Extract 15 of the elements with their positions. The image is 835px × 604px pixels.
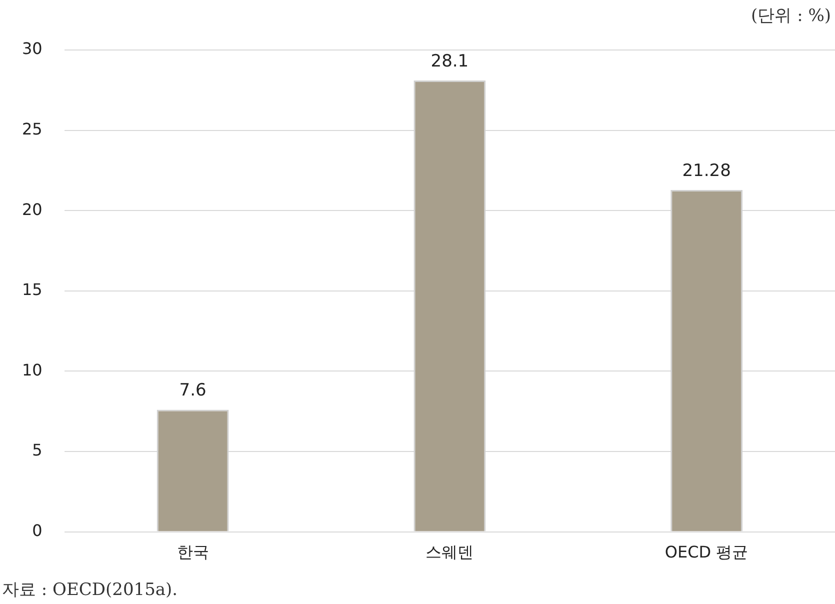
text: (단위 : %)	[751, 5, 831, 27]
x-tick-label: 한국	[176, 542, 209, 562]
y-tick-label: 0	[32, 520, 42, 540]
y-tick-label: 30	[22, 39, 42, 58]
y-tick-label: 20	[22, 200, 42, 219]
text: 자료 : OECD(2015a).	[2, 579, 178, 601]
data-label: 7.6	[179, 380, 206, 401]
y-tick-label: 25	[22, 119, 42, 138]
x-tick-label: 스웨덴	[426, 542, 474, 562]
data-label: 21.28	[682, 160, 731, 181]
y-tick-label: 10	[22, 360, 42, 380]
y-tick-label: 5	[32, 440, 42, 460]
x-tick-label: OECD 평균	[664, 542, 748, 562]
data-label: 28.1	[430, 51, 469, 72]
y-tick-label: 15	[22, 280, 42, 300]
